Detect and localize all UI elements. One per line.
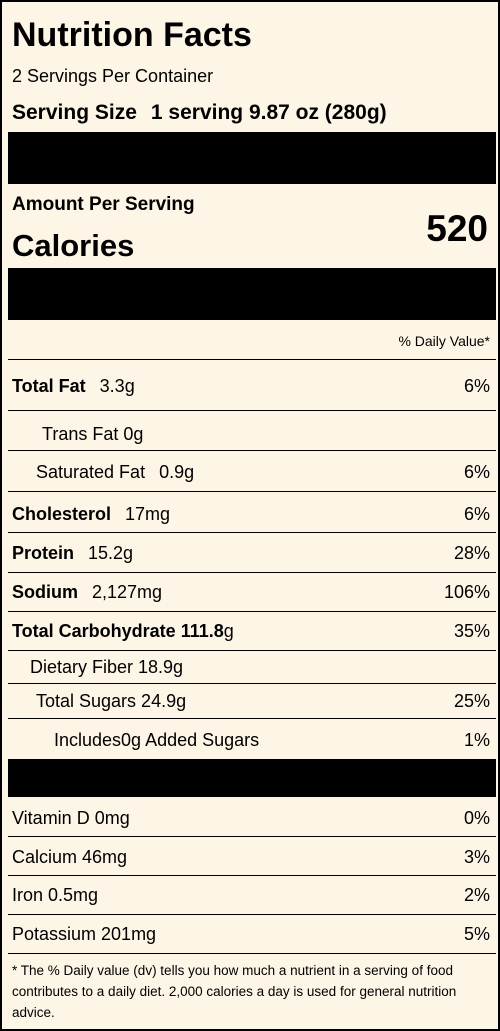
divider bbox=[8, 611, 496, 612]
nutrient-dv: 35% bbox=[453, 621, 490, 641]
nutrient-name: Includes0g Added Sugars bbox=[54, 730, 260, 750]
divider bbox=[8, 953, 496, 954]
divider bbox=[8, 875, 496, 876]
nutrient-dv: 6% bbox=[463, 462, 490, 482]
vitamin-name: Vitamin D 0mg bbox=[12, 808, 130, 828]
nutrient-name: Total Sugars 24.9g bbox=[36, 691, 187, 711]
vitamin-name: Potassium 201mg bbox=[12, 924, 157, 944]
divider bbox=[8, 572, 496, 573]
vitamin-dv: 5% bbox=[463, 924, 490, 944]
nutrient-name: Total Fat 3.3g bbox=[12, 376, 135, 396]
label-title: Nutrition Facts bbox=[12, 16, 252, 54]
divider bbox=[8, 718, 496, 719]
nutrient-dv: 6% bbox=[463, 376, 490, 396]
divider bbox=[8, 450, 496, 451]
serving-size-value: 1 serving 9.87 oz (280g) bbox=[150, 101, 387, 124]
nutrient-dv: 6% bbox=[463, 504, 490, 524]
nutrient-name: Protein 15.2g bbox=[12, 543, 134, 563]
vitamin-dv: 0% bbox=[463, 808, 490, 828]
nutrient-name: Sodium 2,127mg bbox=[12, 582, 163, 602]
divider bbox=[8, 683, 496, 684]
divider bbox=[8, 410, 496, 411]
serving-size-label: Serving Size bbox=[12, 101, 137, 124]
divider bbox=[8, 359, 496, 360]
amount-per-serving: Amount Per Serving bbox=[12, 194, 195, 215]
daily-value-header: % Daily Value* bbox=[398, 333, 490, 349]
servings-per-container: 2 Servings Per Container bbox=[12, 66, 214, 86]
nutrient-name: Saturated Fat 0.9g bbox=[36, 462, 195, 482]
nutrient-name: Dietary Fiber 18.9g bbox=[30, 657, 184, 677]
nutrient-name: Total Carbohydrate 111.8g bbox=[12, 621, 234, 641]
thick-divider-top bbox=[8, 132, 496, 184]
serving-size: Serving Size 1 serving 9.87 oz (280g) bbox=[12, 101, 500, 125]
nutrient-dv: 106% bbox=[443, 582, 490, 602]
footnote: * The % Daily value (dv) tells you how m… bbox=[12, 963, 457, 1020]
vitamin-name: Calcium 46mg bbox=[12, 847, 128, 867]
divider bbox=[8, 836, 496, 837]
thick-divider-bottom bbox=[8, 759, 496, 797]
nutrient-dv: 1% bbox=[463, 730, 490, 750]
nutrient-name: Trans Fat 0g bbox=[42, 424, 144, 444]
divider bbox=[8, 650, 496, 651]
thick-divider-middle bbox=[8, 268, 496, 320]
divider bbox=[8, 491, 496, 492]
nutrient-dv: 25% bbox=[453, 691, 490, 711]
vitamin-dv: 2% bbox=[463, 885, 490, 905]
divider bbox=[8, 914, 496, 915]
divider bbox=[8, 532, 496, 533]
nutrient-dv: 28% bbox=[453, 543, 490, 563]
calories-value: 520 bbox=[426, 208, 488, 249]
vitamin-dv: 3% bbox=[463, 847, 490, 867]
calories-label: Calories bbox=[12, 228, 135, 263]
vitamin-name: Iron 0.5mg bbox=[12, 885, 99, 905]
nutrient-name: Cholesterol 17mg bbox=[12, 504, 171, 524]
